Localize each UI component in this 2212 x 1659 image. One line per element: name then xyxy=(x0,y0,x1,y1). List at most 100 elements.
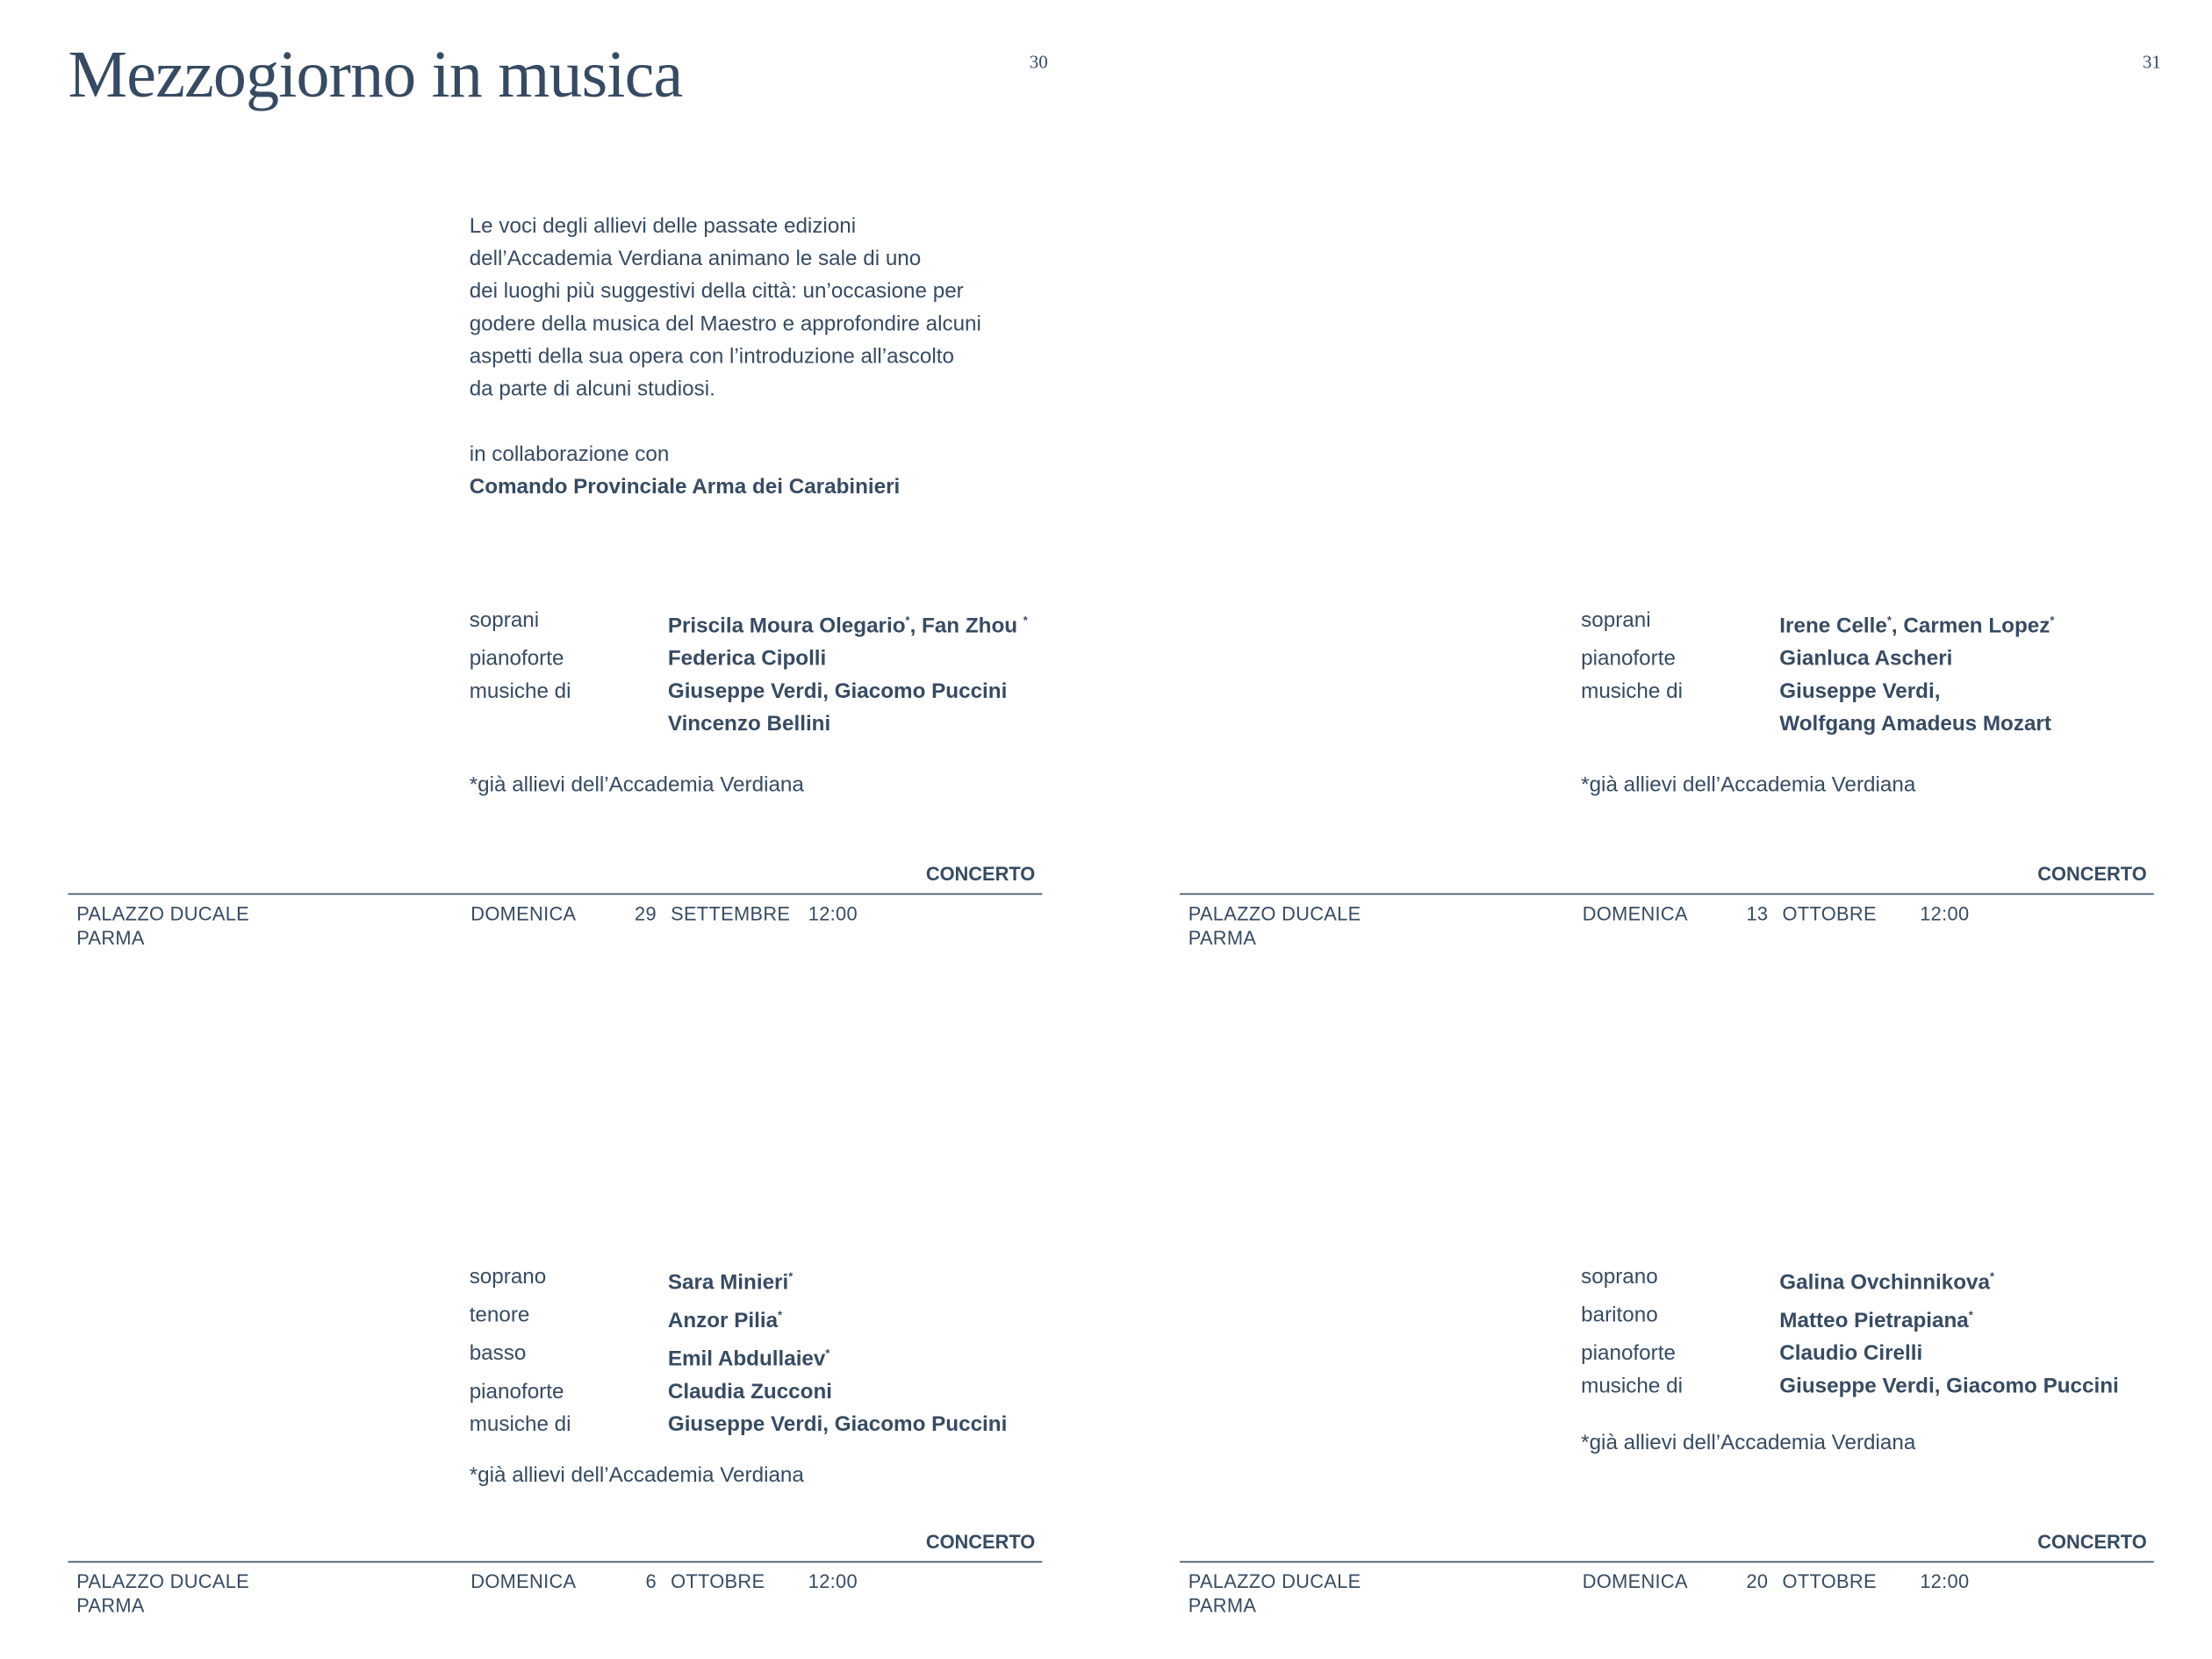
performer-name: Federica Cipolli xyxy=(667,646,827,672)
credit-performer: Giuseppe Verdi, Giacomo Puccini xyxy=(1779,1369,2118,1402)
performer-name: Giuseppe Verdi, Giacomo Puccini xyxy=(667,679,1008,704)
intro-line: dell’Accademia Verdiana animano le sale … xyxy=(469,247,922,271)
alumni-mark: * xyxy=(825,1347,830,1361)
alumni-mark: * xyxy=(1990,1270,1995,1283)
performer-name: Anzor Pilia xyxy=(667,1308,779,1333)
city: PARMA xyxy=(1188,1595,1257,1617)
day: 29 xyxy=(635,902,657,925)
weekday: DOMENICA xyxy=(470,1570,577,1593)
weekday: DOMENICA xyxy=(470,902,577,925)
city: PARMA xyxy=(1188,927,1257,949)
collab-name: Comando Provinciale Arma dei Carabinieri xyxy=(469,475,901,499)
credit-row: soprano Sara Minieri* xyxy=(470,1260,1008,1299)
performer-name: Gianluca Ascheri xyxy=(1779,646,1953,672)
weekday: DOMENICA xyxy=(1582,902,1688,925)
venue: PALAZZO DUCALE xyxy=(76,1570,250,1593)
credits-list: soprani Priscila Moura Olegario*, Fan Zho… xyxy=(470,604,1028,740)
time: 12:00 xyxy=(808,902,858,925)
event-type: CONCERTO xyxy=(925,1531,1036,1553)
venue: PALAZZO DUCALE xyxy=(1188,1570,1361,1593)
credit-role: pianoforte xyxy=(1581,646,1676,672)
credit-performer: Giuseppe Verdi, Giacomo Puccini xyxy=(668,1408,1007,1440)
day: 13 xyxy=(1746,902,1769,925)
time: 12:00 xyxy=(1920,1570,1970,1593)
alumni-mark: * xyxy=(788,1270,794,1283)
credits-list: soprano Sara Minieri* tenore Anzor Pilia* ba… xyxy=(470,1260,1008,1440)
performer-name: Irene Celle xyxy=(1779,614,1887,638)
footnote: *già allievi dell’Accademia Verdiana xyxy=(469,1463,804,1488)
credit-row: tenore Anzor Pilia* xyxy=(470,1299,1008,1338)
credit-role: soprani xyxy=(469,607,540,633)
event-type: CONCERTO xyxy=(2037,863,2147,885)
credit-row: pianoforte Federica Cipolli xyxy=(470,643,1028,675)
credit-role: basso xyxy=(469,1341,527,1366)
credit-role: pianoforte xyxy=(1581,1341,1676,1366)
credit-row: pianoforte Claudio Cirelli xyxy=(1581,1337,2119,1369)
page-number-right: 31 xyxy=(2142,51,2161,73)
month: SETTEMBRE xyxy=(671,902,791,925)
performer-name: Matteo Pietrapiana xyxy=(1779,1308,1969,1333)
credit-performer: Sara Minieri* xyxy=(668,1260,793,1299)
footnote: *già allievi dell’Accademia Verdiana xyxy=(1581,1430,1916,1455)
credits-list: soprano Galina Ovchinnikova* baritono Matte… xyxy=(1581,1260,2119,1403)
credit-row: musiche di Giuseppe Verdi, Giacomo Puccin… xyxy=(1581,1369,2119,1402)
performer-name: Giuseppe Verdi, Giacomo Puccini xyxy=(1779,1374,2119,1398)
divider xyxy=(68,1561,1043,1563)
venue: PALAZZO DUCALE xyxy=(1188,902,1361,925)
alumni-mark: * xyxy=(2050,614,2055,627)
credit-performer: Giuseppe Verdi, xyxy=(1779,675,1940,707)
city: PARMA xyxy=(76,1595,145,1617)
month: OTTOBRE xyxy=(671,1570,765,1593)
credit-row: soprani Priscila Moura Olegario*, Fan Zho… xyxy=(470,604,1028,643)
intro-line: Le voci degli allievi delle passate ediz… xyxy=(469,213,857,239)
credit-row: musiche di Giuseppe Verdi, Giacomo Puccin… xyxy=(470,1408,1008,1440)
time: 12:00 xyxy=(1920,902,1970,925)
credit-performer: Matteo Pietrapiana* xyxy=(1779,1299,1972,1338)
credit-role: soprani xyxy=(1581,607,1651,633)
performer-name: Giuseppe Verdi, Giacomo Puccini xyxy=(667,1411,1008,1437)
alumni-mark: * xyxy=(905,614,910,627)
credit-performer: Priscila Moura Olegario*, Fan Zhou * xyxy=(668,604,1028,643)
credit-role: pianoforte xyxy=(469,646,564,672)
credit-role: musiche di xyxy=(1581,1374,1683,1398)
event-type: CONCERTO xyxy=(925,863,1036,885)
credit-role: musiche di xyxy=(469,679,571,704)
credits-list: soprani Irene Celle*, Carmen Lopez* pianof… xyxy=(1581,604,2054,740)
credit-performer: Giuseppe Verdi, Giacomo Puccini xyxy=(668,675,1007,707)
performer-name: , Fan Zhou xyxy=(909,614,1023,638)
divider xyxy=(1179,1561,2154,1563)
day: 6 xyxy=(645,1570,657,1593)
performer-name: Claudia Zucconi xyxy=(667,1379,833,1404)
credit-performer: Federica Cipolli xyxy=(668,643,826,675)
credit-role: tenore xyxy=(469,1303,530,1327)
credit-role: soprano xyxy=(1581,1264,1658,1289)
credit-row: basso Emil Abdullaiev* xyxy=(470,1337,1008,1375)
credit-row: pianoforte Gianluca Ascheri xyxy=(1581,643,2054,675)
performer-name: , Carmen Lopez xyxy=(1891,614,2050,638)
credit-performer: Claudio Cirelli xyxy=(1779,1337,1922,1369)
credit-role: soprano xyxy=(469,1264,547,1289)
intro-line: dei luoghi più suggestivi della città: u… xyxy=(469,279,964,304)
page-title: Mezzogiorno in musica xyxy=(68,38,684,112)
performer-name: Wolfgang Amadeus Mozart xyxy=(1779,711,2051,736)
credit-row: Wolfgang Amadeus Mozart xyxy=(1581,707,2054,740)
credit-row: soprani Irene Celle*, Carmen Lopez* xyxy=(1581,604,2054,643)
performer-name: Giuseppe Verdi, xyxy=(1779,679,1941,704)
credit-row: musiche di Giuseppe Verdi, xyxy=(1581,675,2054,707)
credit-performer: Anzor Pilia* xyxy=(668,1299,782,1338)
intro-line: godere della musica del Maestro e approf… xyxy=(469,312,981,336)
footnote: *già allievi dell’Accademia Verdiana xyxy=(1581,772,1916,797)
performer-name: Emil Abdullaiev xyxy=(667,1347,826,1372)
performer-name: Sara Minieri xyxy=(667,1270,789,1295)
month: OTTOBRE xyxy=(1782,1570,1877,1593)
credit-row: musiche di Giuseppe Verdi, Giacomo Puccin… xyxy=(470,675,1028,707)
alumni-mark: * xyxy=(778,1308,783,1322)
credit-role: musiche di xyxy=(1581,679,1683,704)
event-type: CONCERTO xyxy=(2037,1531,2147,1553)
credit-performer: Vincenzo Bellini xyxy=(668,707,830,740)
divider xyxy=(68,893,1043,895)
credit-performer: Irene Celle*, Carmen Lopez* xyxy=(1779,604,2054,643)
intro-text: Le voci degli allievi delle passate ediz… xyxy=(470,210,981,503)
credit-row: soprano Galina Ovchinnikova* xyxy=(1581,1260,2119,1299)
credit-role: baritono xyxy=(1581,1303,1658,1327)
